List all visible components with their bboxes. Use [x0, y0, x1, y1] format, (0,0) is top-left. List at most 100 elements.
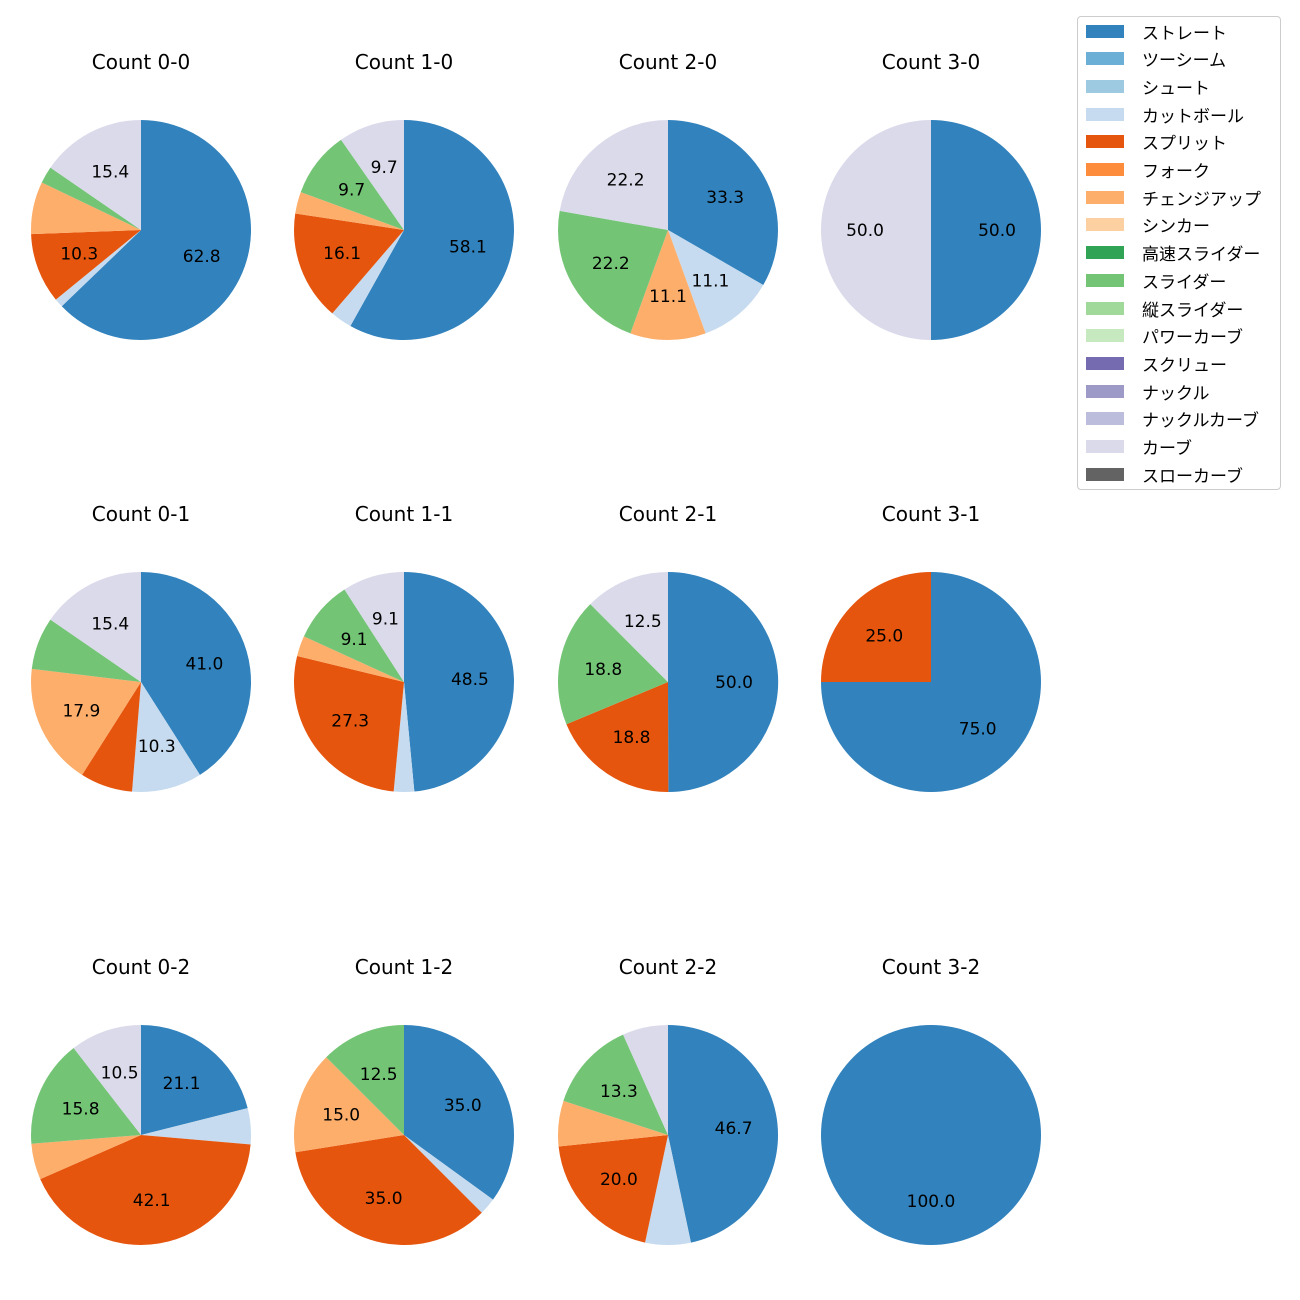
- legend-item: 高速スライダー: [1086, 243, 1261, 266]
- legend-swatch: [1086, 412, 1124, 426]
- pie-slice: [40, 1135, 251, 1245]
- pie-slice: [326, 1025, 404, 1135]
- pie-5: Count 0-1 41.0 10.3 17.9 15.4: [30, 502, 252, 792]
- slice-value-label: 10.3: [138, 737, 176, 757]
- pie-slice: [668, 230, 764, 334]
- legend-label: スライダー: [1142, 272, 1227, 293]
- pie-slice: [404, 1025, 515, 1200]
- pie-slice: [557, 210, 668, 334]
- legend-label: パワーカーブ: [1142, 328, 1243, 349]
- pie-title: Count 1-2: [355, 955, 453, 979]
- legend-item: スプリット: [1086, 132, 1227, 154]
- slice-value-label: 42.1: [133, 1191, 171, 1211]
- legend-label: ナックル: [1142, 383, 1210, 404]
- slice-value-label: 50.0: [846, 221, 884, 241]
- slice-value-label: 11.1: [691, 272, 729, 292]
- legend-swatch: [1086, 24, 1124, 38]
- pie-title: Count 3-0: [882, 50, 980, 74]
- legend-item: ナックル: [1086, 381, 1210, 404]
- slice-value-label: 17.9: [62, 701, 100, 721]
- pie-11: Count 2-2 46.7 20.0 13.3: [558, 955, 779, 1246]
- pie-slice: [332, 230, 404, 327]
- slice-value-label: 50.0: [715, 673, 753, 693]
- legend-item: シンカー: [1086, 215, 1210, 237]
- slice-value-label: 25.0: [865, 626, 903, 646]
- slice-value-label: 11.1: [649, 287, 687, 307]
- pie-slice: [30, 668, 141, 775]
- pie-slice: [55, 230, 141, 307]
- legend-label: スクリュー: [1142, 355, 1227, 376]
- pie-slice: [931, 120, 1041, 340]
- slice-value-label: 9.1: [341, 630, 368, 650]
- legend-swatch: [1086, 218, 1124, 232]
- slice-value-label: 9.7: [371, 158, 398, 178]
- pie-slice: [566, 682, 669, 793]
- slice-value-label: 10.5: [101, 1064, 139, 1084]
- pie-7: Count 2-1 50.0 18.8 18.8 12.5: [558, 502, 779, 793]
- legend-swatch: [1086, 329, 1124, 343]
- legend-item: チェンジアップ: [1086, 187, 1261, 210]
- legend-label: チェンジアップ: [1142, 189, 1261, 210]
- slice-value-label: 12.5: [360, 1065, 398, 1085]
- slice-value-label: 58.1: [449, 238, 487, 258]
- legend-label: 縦スライダー: [1142, 300, 1244, 321]
- slice-value-label: 62.8: [183, 247, 221, 267]
- legend-item: スローカーブ: [1086, 464, 1243, 487]
- pie-slice: [344, 572, 404, 682]
- pie-slice: [623, 1025, 668, 1135]
- slice-value-label: 10.3: [60, 244, 98, 264]
- chart-legend: ストレート ツーシーム シュート カットボール スプリット フォーク チェンジアップ シンカー…: [1077, 16, 1281, 490]
- legend-label: 高速スライダー: [1142, 245, 1261, 266]
- pie-slice: [590, 572, 668, 682]
- slice-value-label: 15.4: [91, 615, 129, 635]
- pie-slice: [558, 1135, 668, 1243]
- pie-title: Count 2-0: [619, 50, 717, 74]
- pie-slice: [404, 1135, 493, 1213]
- pie-title: Count 2-1: [619, 502, 717, 526]
- legend-swatch: [1086, 107, 1124, 121]
- pie-slice: [50, 120, 141, 230]
- legend-item: ナックルカーブ: [1086, 409, 1259, 431]
- pie-slice: [558, 604, 668, 725]
- pie-slice: [141, 1025, 248, 1135]
- legend-item: カーブ: [1086, 437, 1192, 459]
- legend-swatch: [1086, 467, 1124, 481]
- pie-slice: [294, 213, 404, 314]
- pie-9: Count 0-2 21.1 42.1 15.810.5: [30, 955, 251, 1245]
- pie-10: Count 1-2 35.0 35.0 15.0 12.5: [293, 955, 515, 1246]
- legend-item: シュート: [1086, 76, 1210, 99]
- slice-value-label: 41.0: [185, 655, 223, 675]
- legend-swatch: [1086, 384, 1124, 398]
- pie-slice: [668, 1025, 779, 1243]
- pie-slice: [31, 619, 142, 682]
- slice-value-label: 46.7: [715, 1119, 753, 1139]
- pie-title: Count 0-1: [92, 502, 190, 526]
- pie-title: Count 2-2: [619, 955, 717, 979]
- legend-label: フォーク: [1142, 162, 1210, 182]
- pie-slice: [393, 682, 415, 792]
- slice-value-label: 12.5: [624, 612, 662, 632]
- slice-value-label: 100.0: [907, 1192, 956, 1212]
- legend-label: ツーシーム: [1142, 51, 1227, 72]
- pie-slice: [341, 120, 404, 230]
- pie-slice: [30, 1048, 142, 1144]
- pie-slice: [294, 655, 404, 792]
- legend-label: シュート: [1142, 78, 1210, 99]
- pie-title: Count 3-2: [882, 955, 980, 979]
- legend-item: スライダー: [1086, 270, 1227, 293]
- pie-8: Count 3-1 75.0 25.0: [821, 502, 1041, 792]
- pie-2: Count 1-0 58.1 16.1 9.7 9.7: [294, 50, 514, 340]
- legend-swatch: [1086, 356, 1124, 370]
- slice-value-label: 22.2: [592, 254, 630, 274]
- slice-value-label: 13.3: [600, 1082, 638, 1102]
- slice-value-label: 22.2: [607, 170, 645, 190]
- pie-slice: [630, 230, 706, 341]
- slice-value-label: 9.1: [372, 610, 399, 630]
- pie-slice: [821, 572, 931, 682]
- pie-slice: [563, 1034, 668, 1135]
- pie-12: Count 3-2 100.0: [821, 955, 1041, 1245]
- legend-swatch: [1086, 79, 1124, 93]
- pie-slice: [295, 1135, 482, 1246]
- pie-slice: [132, 682, 200, 792]
